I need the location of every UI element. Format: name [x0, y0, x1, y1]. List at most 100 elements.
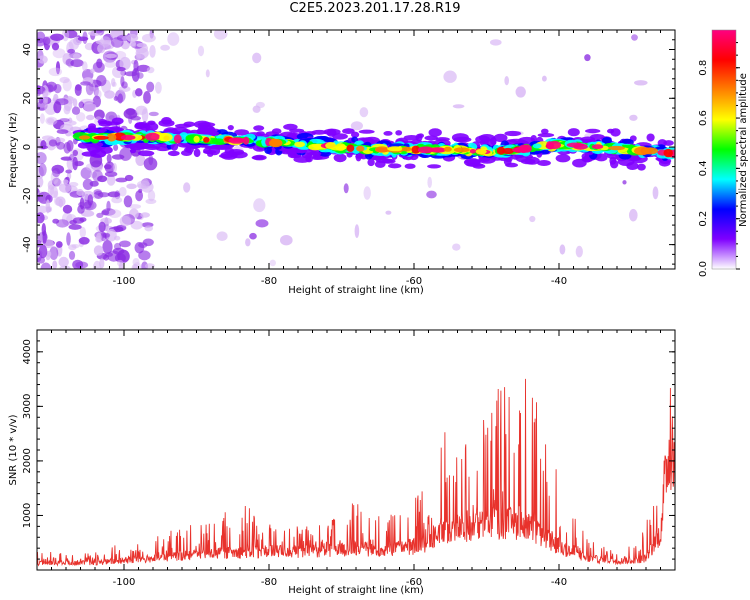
spectrogram-cell [251, 155, 265, 160]
spectrogram-cell [113, 96, 119, 101]
spectrogram-cell [387, 146, 404, 152]
spectrogram-cell [93, 189, 102, 195]
spectrogram-cell [351, 131, 360, 138]
colorbar-tick-label: 0.4 [698, 160, 709, 176]
spectrogram-cell [155, 81, 162, 94]
spectrogram-cell [120, 134, 136, 141]
spectrogram-cell [121, 81, 128, 89]
spectrogram-cell [475, 148, 487, 155]
spectrogram-cell [116, 67, 126, 72]
spectrogram-cell [367, 158, 375, 167]
colorbar-tick-label: 0.2 [698, 211, 709, 227]
snr-x-label: Height of straight line (km) [288, 585, 424, 596]
spectrogram-cell [143, 157, 158, 171]
spectrogram-cell [193, 148, 201, 158]
spectrogram-cell [183, 182, 191, 193]
spectrogram-cell [610, 128, 621, 137]
spectrogram-cell [107, 191, 120, 198]
spectrogram-cell [47, 184, 55, 196]
spectrogram-cell [55, 241, 63, 248]
spectrogram-cell [52, 218, 60, 224]
spectrogram-cell [40, 140, 47, 150]
spectrogram-cell [95, 39, 110, 45]
spectrogram-cell [183, 121, 195, 127]
spectrogram-cell [106, 174, 116, 186]
spectrogram-cell [72, 149, 79, 157]
spectrogram-cell [80, 210, 95, 217]
spectrogram-cell [173, 134, 182, 144]
spectrogram-cell [81, 151, 97, 157]
spectrogram-cell [346, 144, 355, 152]
spectrogram-cell [37, 256, 45, 264]
spectrogram-cell [109, 127, 124, 132]
spectrogram-cell [38, 55, 48, 64]
spectrogram-cell [358, 129, 375, 134]
spectrogram-cell [48, 67, 63, 77]
spectrogram-cell [66, 232, 71, 246]
spectrogram-cell [383, 131, 393, 136]
spectrogram-cell [82, 61, 88, 72]
spectrogram-cell [119, 215, 131, 227]
spectrogram-cell [117, 259, 124, 267]
x-tick-label: -80 [261, 276, 277, 287]
spectrogram-cell [530, 135, 537, 142]
spectrogram-cell [452, 243, 461, 251]
spectrogram-cell [404, 163, 416, 169]
spectrogram-cell [37, 239, 42, 248]
spectrogram-cell [51, 164, 65, 174]
snr-y-label: SNR (10 * v/v) [8, 414, 19, 485]
spectrogram-cell [333, 153, 347, 163]
spectrogram-cell [325, 142, 336, 150]
spectrogram-cell [126, 33, 139, 42]
spectrogram-cell [98, 120, 113, 127]
x-tick-label: -100 [113, 577, 136, 588]
spectrogram-cell [42, 90, 49, 104]
spectrogram-cell [38, 163, 47, 177]
spectrogram-cell [62, 179, 69, 184]
spectrogram-cell [108, 209, 122, 219]
spectrogram-cell [87, 125, 97, 135]
spectrogram-cell [48, 139, 58, 147]
spectrogram-cell [193, 135, 200, 143]
spectrogram-cell [103, 164, 112, 170]
spectrogram-cell [128, 204, 142, 209]
spectrogram-cell [278, 147, 297, 152]
spectrogram-cell [53, 190, 59, 198]
colorbar-tick-label: 0.0 [698, 261, 709, 277]
spectrogram-cell [92, 169, 103, 182]
spectrogram-cell [213, 144, 231, 150]
spectrogram-cell [280, 235, 293, 246]
spectrogram-cell [634, 80, 648, 86]
spectrogram-cell [119, 56, 131, 71]
spectrogram-cell [512, 147, 529, 153]
spectrogram-cell [52, 167, 61, 178]
spectrogram-cell [537, 160, 551, 166]
spectrogram-cell [193, 120, 211, 129]
spectrogram-cell [80, 81, 91, 86]
spectrogram-cell [342, 128, 355, 135]
spectrogram-cell [119, 240, 131, 248]
spectrogram-cell [541, 128, 549, 135]
spectrogram-cell [72, 156, 78, 171]
spectrogram-cell [53, 196, 61, 206]
spectrogram-cell [83, 102, 97, 112]
spectrogram-cell [663, 148, 673, 158]
spectrogram-cell [111, 196, 123, 204]
spectrogram-cell [99, 258, 105, 269]
spectrogram-cell [125, 108, 136, 116]
spectrogram-cell [381, 158, 396, 164]
spectrogram-cell [104, 171, 118, 177]
spectrogram-cell [41, 135, 54, 141]
spectrogram-cell [68, 182, 79, 187]
spectrogram-cell [427, 176, 433, 189]
spectrogram-cell [96, 58, 103, 69]
spectrogram-cell [496, 146, 506, 155]
spectrogram-cell [529, 215, 536, 223]
spectrogram-cell [504, 130, 522, 137]
spectrogram-cell [59, 76, 70, 84]
spectrogram-cell [308, 151, 322, 156]
spectrogram-cell [465, 162, 484, 167]
spectrogram-cell [167, 150, 180, 157]
x-tick-label: -80 [261, 577, 277, 588]
spectrogram-cell [490, 137, 497, 145]
